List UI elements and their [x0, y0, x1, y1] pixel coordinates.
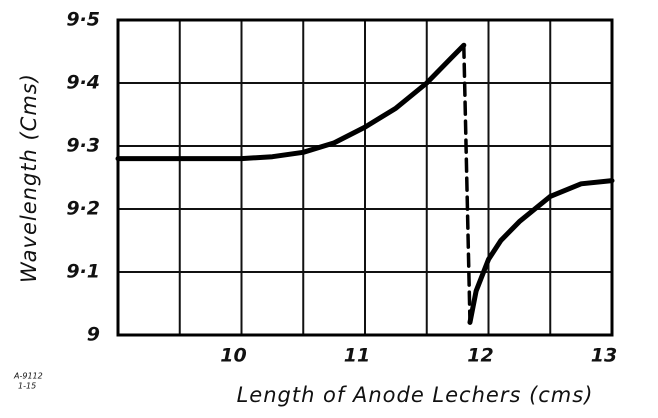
y-tick-label: 9·3: [66, 135, 100, 157]
x-tick-label: 11: [344, 345, 370, 367]
y-tick-label: 9·2: [66, 198, 100, 220]
y-tick-label: 9·4: [66, 72, 100, 94]
data-line: [467, 178, 615, 325]
data-line: [462, 43, 472, 325]
x-axis-label: Length of Anode Lechers (cms): [237, 383, 594, 407]
annotation: A-9112: [13, 372, 43, 381]
plot-frame: [116, 18, 614, 337]
y-tick-label: 9·5: [66, 9, 100, 31]
y-axis-label: Wavelength (Cms): [17, 73, 41, 283]
y-tick-label: 9·1: [66, 261, 100, 283]
data-line: [115, 42, 467, 162]
x-tick-label: 13: [591, 345, 617, 367]
x-tick-label: 10: [220, 345, 246, 367]
x-tick-label: 12: [467, 345, 493, 367]
y-tick-label: 9: [87, 324, 100, 346]
annotation: 1-15: [18, 382, 36, 391]
